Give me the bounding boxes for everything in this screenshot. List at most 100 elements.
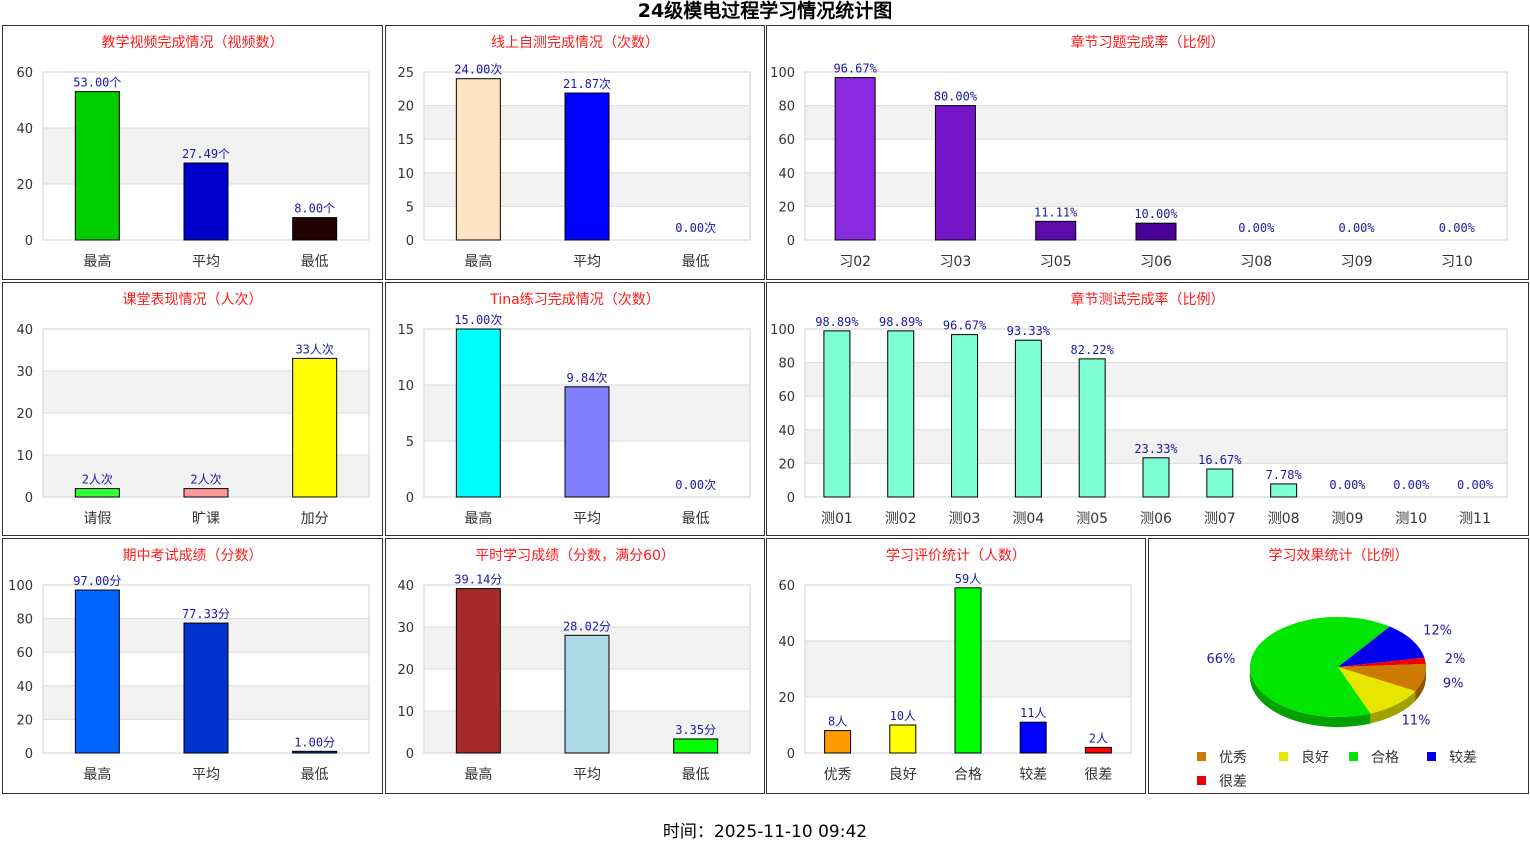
y-tick-label: 80 [778, 357, 795, 372]
bar [455, 78, 501, 241]
panel-class-performance: 课堂表现情况（人次） 0 10 20 30 40 2人次 请假 2人次 旷课 33人次 加分 [2, 282, 383, 536]
y-tick-label: 100 [770, 323, 795, 338]
y-tick-label: 40 [778, 635, 795, 650]
category-label: 平均 [192, 254, 220, 270]
bar [1084, 746, 1112, 754]
bar [455, 588, 501, 754]
category-label: 习02 [839, 254, 871, 270]
panel-video-completion: 教学视频完成情况（视频数） 0 20 40 60 53.00个 最高 27.49个 平均 8.00… [2, 25, 383, 280]
data-label: 96.67% [833, 62, 877, 76]
y-tick-label: 0 [406, 491, 414, 506]
y-tick-label: 20 [397, 663, 414, 678]
category-label: 习09 [1341, 254, 1373, 270]
pie-label: 9% [1443, 676, 1464, 691]
legend-swatch [1349, 752, 1358, 761]
category-label: 测10 [1395, 511, 1427, 527]
bar [564, 386, 610, 498]
data-label: 21.87次 [563, 77, 611, 91]
y-tick-label: 60 [16, 66, 33, 81]
y-tick-label: 0 [25, 234, 33, 249]
y-tick-label: 25 [397, 66, 414, 81]
y-tick-label: 0 [406, 234, 414, 249]
y-tick-label: 40 [397, 579, 414, 594]
y-tick-label: 80 [778, 100, 795, 115]
data-label: 0.00% [1393, 478, 1430, 492]
bar [292, 750, 338, 754]
bar [834, 77, 876, 241]
y-tick-label: 40 [16, 680, 33, 695]
grid-band [805, 362, 1507, 397]
panel-evaluation-stats: 学习评价统计（人数） 0 20 40 60 8人 优秀 10人 良好 59人 合格 11人 较差 2人 很差 [766, 538, 1146, 794]
data-label: 59人 [955, 572, 981, 586]
data-label: 0.00% [1457, 478, 1494, 492]
data-label: 96.67% [943, 319, 987, 333]
bar [824, 730, 852, 754]
category-label: 优秀 [824, 767, 852, 783]
chart-title: 章节习题完成率（比例） [1071, 34, 1225, 51]
y-tick-label: 40 [16, 122, 33, 137]
category-label: 最低 [301, 767, 329, 783]
pie-label: 66% [1206, 652, 1235, 667]
y-tick-label: 0 [787, 491, 795, 506]
pie-slice [1338, 657, 1426, 667]
y-tick-label: 20 [778, 200, 795, 215]
y-tick-label: 30 [397, 621, 414, 636]
bar [183, 622, 229, 754]
y-tick-label: 40 [16, 323, 33, 338]
category-label: 加分 [301, 511, 329, 527]
data-label: 33人次 [295, 342, 333, 356]
bar [951, 334, 979, 498]
category-label: 测04 [1012, 511, 1044, 527]
bar [673, 738, 719, 754]
data-label: 0.00% [1439, 221, 1476, 235]
bar [934, 105, 976, 241]
category-label: 最高 [464, 253, 492, 270]
bar [292, 217, 338, 241]
data-label: 0.00% [1238, 221, 1275, 235]
data-label: 53.00个 [73, 76, 121, 90]
pie-slice [1338, 667, 1416, 714]
bar [74, 488, 120, 498]
y-tick-label: 100 [770, 66, 795, 81]
data-label: 98.89% [815, 315, 859, 329]
category-label: 最低 [301, 254, 329, 270]
data-label: 24.00次 [454, 63, 502, 77]
grid-band [805, 72, 1507, 106]
y-tick-label: 20 [778, 691, 795, 706]
pie-slice [1338, 663, 1426, 692]
page-title: 24级模电过程学习情况统计图 [637, 0, 893, 22]
grid-band [805, 105, 1507, 140]
data-label: 8人 [828, 715, 847, 729]
data-label: 0.00次 [675, 478, 716, 492]
category-label: 较差 [1019, 767, 1047, 783]
pie-wall [1370, 691, 1416, 724]
legend-label: 很差 [1219, 774, 1247, 790]
y-tick-label: 80 [16, 613, 33, 628]
panel-midterm-score: 期中考试成绩（分数） 0 20 40 60 80 100 97.00分 最高 77.33分 平均 1.… [2, 538, 383, 794]
data-label: 10人 [890, 709, 916, 723]
y-tick-label: 60 [778, 133, 795, 148]
chart-title: 教学视频完成情况（视频数） [102, 35, 284, 51]
category-label: 最高 [464, 766, 492, 783]
bar [74, 589, 120, 754]
bar [1206, 468, 1234, 498]
chart-title: 学习效果统计（比例） [1269, 548, 1409, 564]
category-label: 平均 [192, 767, 220, 783]
data-label: 10.00% [1134, 207, 1178, 221]
pie-wall [1250, 667, 1371, 727]
data-label: 39.14分 [454, 573, 502, 587]
pie-label: 2% [1445, 652, 1466, 667]
legend-label: 良好 [1301, 750, 1329, 766]
pie-label: 12% [1423, 623, 1452, 638]
data-label: 2人 [1089, 731, 1108, 745]
y-tick-label: 5 [406, 435, 414, 450]
category-label: 习08 [1240, 254, 1272, 270]
data-label: 93.33% [1007, 324, 1051, 338]
legend-label: 优秀 [1219, 750, 1247, 766]
bar [954, 587, 982, 754]
y-tick-label: 40 [778, 167, 795, 182]
